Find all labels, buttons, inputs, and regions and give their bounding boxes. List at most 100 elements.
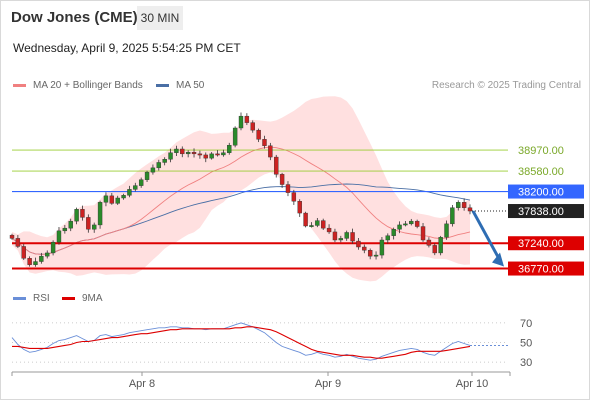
candle-body — [397, 224, 402, 230]
candle-body — [185, 152, 191, 155]
candle-body — [338, 238, 344, 241]
candle-body — [39, 255, 44, 262]
level-label-4: 37240.00 — [518, 238, 564, 250]
candle-body — [191, 152, 197, 155]
candle-body — [332, 231, 338, 241]
candle-body — [74, 209, 79, 222]
rsi-tick-0: 70 — [520, 318, 532, 330]
candle-body — [144, 171, 150, 180]
candle-body — [50, 241, 56, 254]
candle-body — [68, 220, 73, 229]
research-credit: Research © 2025 Trading Central — [431, 80, 581, 91]
candle-body — [168, 152, 173, 160]
rsi-ma9-line — [12, 326, 471, 359]
candle-body — [250, 122, 255, 131]
candle-body — [86, 217, 91, 230]
candle-body — [232, 127, 238, 146]
candle-body — [303, 212, 308, 227]
bollinger-band — [12, 96, 470, 282]
ma9-swatch — [62, 297, 75, 300]
candle-body — [367, 250, 373, 257]
rsi-tick-2: 30 — [520, 357, 532, 369]
candle-body — [9, 234, 15, 239]
legend-rsi-label: RSI — [33, 293, 50, 304]
candle-body — [268, 145, 273, 158]
level-label-1: 38580.00 — [518, 166, 564, 178]
candle-body — [315, 220, 320, 226]
ma50-swatch — [156, 84, 169, 87]
level-label-bg-4 — [508, 236, 584, 251]
candle-body — [461, 202, 467, 208]
candle-body — [209, 153, 214, 159]
level-label-3: 37838.00 — [518, 206, 564, 218]
candle-body — [238, 115, 244, 129]
candle-body — [379, 239, 385, 256]
rsi-tick-1: 50 — [520, 338, 532, 350]
header-bar: Dow Jones (CME) 30 MIN — [0, 0, 590, 36]
x-tick-label-0: Apr 8 — [129, 378, 155, 390]
candle-body — [127, 189, 132, 196]
candle-body — [180, 148, 185, 155]
candle-body — [450, 207, 455, 225]
candle-body — [262, 139, 267, 146]
candle-body — [21, 246, 26, 259]
candle-body — [467, 207, 473, 212]
candle-body — [121, 195, 126, 199]
level-label-bg-5 — [508, 261, 584, 276]
candle-body — [215, 153, 220, 156]
forecast-arrow-head — [492, 252, 504, 267]
legend-ma50: MA 50 — [156, 80, 204, 91]
candle-body — [403, 223, 408, 226]
legend-ma20: MA 20 + Bollinger Bands — [13, 80, 143, 91]
candle-body — [297, 201, 302, 214]
candle-body — [97, 202, 103, 226]
candle-body — [103, 195, 109, 203]
legend-ma20-label: MA 20 + Bollinger Bands — [33, 80, 143, 91]
candle-body — [414, 220, 420, 227]
candle-body — [438, 237, 443, 254]
candle-body — [15, 238, 21, 247]
level-label-2: 38200.00 — [518, 187, 564, 199]
candle-body — [203, 154, 208, 159]
candle-body — [285, 184, 291, 193]
rsi-swatch — [13, 297, 26, 300]
instrument-title: Dow Jones (CME) — [11, 9, 138, 26]
candle-body — [62, 227, 68, 232]
candle-body — [150, 167, 156, 173]
candle-body — [256, 129, 261, 140]
timeframe-badge[interactable]: 30 MIN — [137, 6, 183, 30]
legend-ma50-label: MA 50 — [176, 80, 205, 91]
candle-body — [385, 235, 390, 241]
candle-body — [156, 162, 161, 169]
candle-body — [391, 229, 396, 236]
candle-body — [362, 246, 367, 251]
candle-body — [321, 220, 326, 229]
candle-body — [279, 174, 285, 185]
candle-body — [373, 254, 379, 257]
level-label-bg-3 — [508, 204, 584, 219]
candle-body — [138, 179, 144, 186]
candle-body — [33, 261, 38, 265]
candle-body — [291, 192, 297, 202]
candle-body — [356, 240, 361, 248]
candle-body — [344, 232, 349, 239]
candle-body — [426, 239, 432, 246]
candle-body — [432, 245, 437, 254]
candle-body — [227, 145, 232, 153]
x-tick-label-2: Apr 10 — [456, 378, 488, 390]
candle-body — [221, 152, 226, 156]
level-label-0: 38970.00 — [518, 145, 564, 157]
candle-body — [350, 232, 355, 242]
candle-body — [456, 202, 461, 208]
legend-rsi: RSI — [13, 293, 50, 304]
candle-body — [326, 227, 332, 233]
level-label-5: 36770.00 — [518, 264, 564, 276]
legend-9ma-label: 9MA — [82, 293, 103, 304]
level-label-bg-2 — [508, 184, 584, 199]
candle-body — [244, 115, 250, 123]
candle-body — [197, 153, 203, 156]
candle-body — [80, 209, 85, 218]
candle-body — [56, 230, 62, 243]
candle-body — [92, 224, 97, 230]
